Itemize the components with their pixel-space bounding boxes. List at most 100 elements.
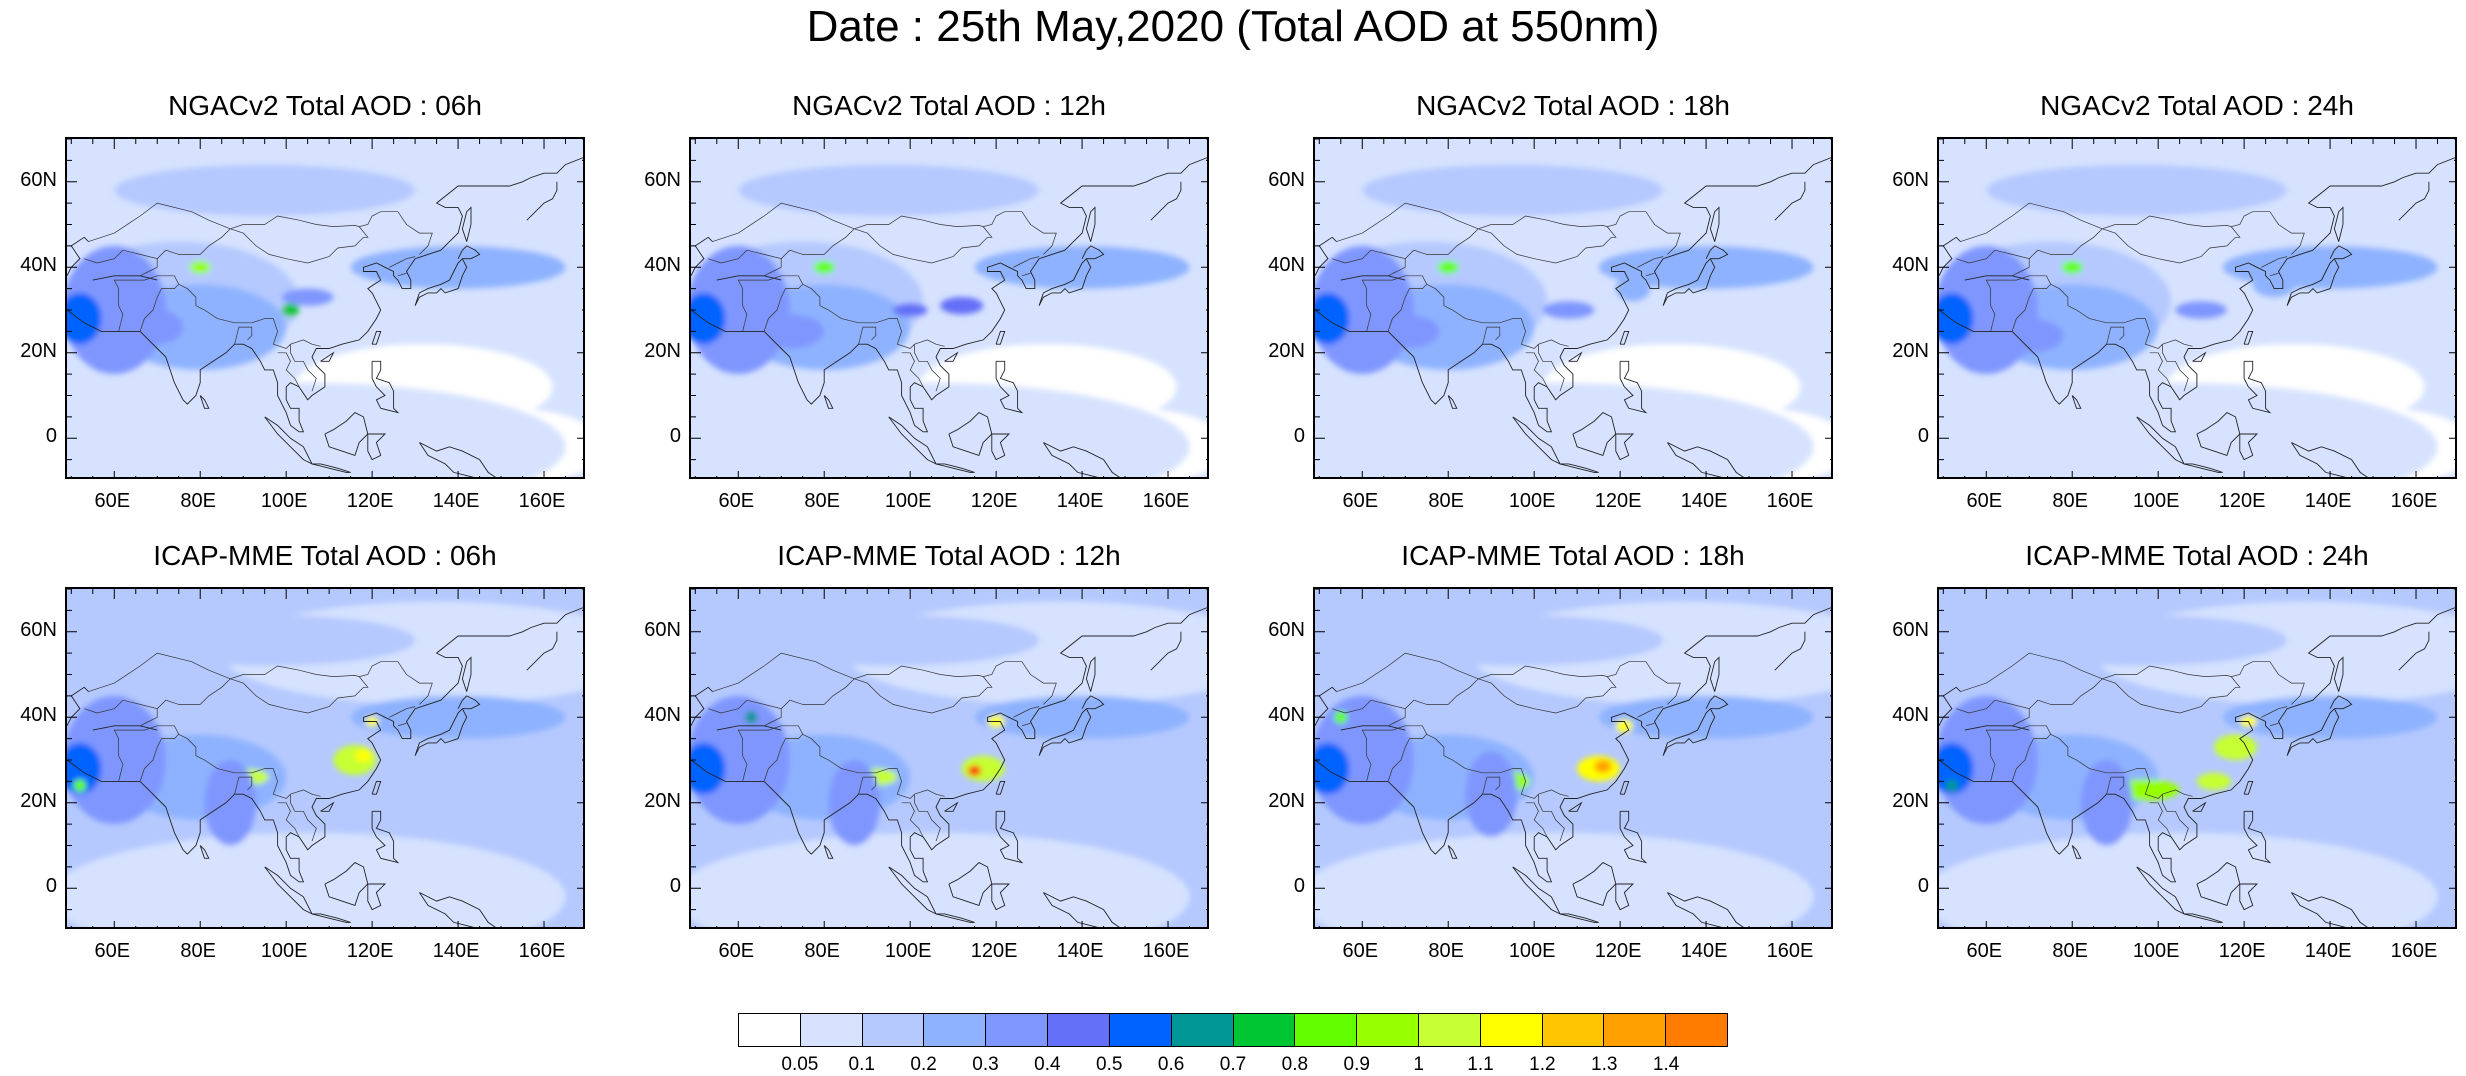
border-segment bbox=[1956, 249, 2030, 277]
aod-patch bbox=[1315, 832, 1814, 927]
aod-patch bbox=[350, 245, 566, 289]
coastline-segment bbox=[371, 780, 382, 795]
border-segment bbox=[1525, 352, 1548, 388]
border-segment bbox=[1013, 706, 1040, 718]
aod-patch bbox=[1939, 695, 2038, 825]
aod-field bbox=[1939, 151, 2455, 477]
coastline-segment bbox=[1085, 656, 1096, 692]
border-segment bbox=[1637, 256, 1664, 268]
aod-patch bbox=[1939, 382, 2438, 477]
coastline-segment bbox=[1081, 695, 1105, 710]
border-segment bbox=[156, 211, 433, 259]
coastline-segment bbox=[2183, 913, 2223, 923]
country-borders bbox=[708, 652, 1057, 842]
y-tick-label: 40N bbox=[1268, 704, 1305, 727]
tick-marks bbox=[67, 139, 583, 477]
border-segment bbox=[2106, 776, 2125, 795]
aod-patch bbox=[893, 303, 928, 317]
map-canvas bbox=[67, 589, 583, 927]
aod-map-ngacv2-06h bbox=[65, 137, 585, 479]
coastline bbox=[67, 607, 583, 927]
coastline-segment bbox=[199, 845, 210, 859]
coastline-segment bbox=[2243, 810, 2272, 864]
coastline-segment bbox=[1615, 433, 1635, 461]
tick-marks bbox=[691, 139, 1207, 477]
coastline-segment bbox=[995, 360, 1024, 414]
y-tick-label: 0 bbox=[1917, 875, 1929, 898]
map-canvas bbox=[691, 139, 1207, 477]
coastline-segment bbox=[2286, 707, 2340, 756]
map-canvas bbox=[1315, 589, 1831, 927]
border-segment bbox=[901, 802, 924, 838]
x-tick-label: 160E bbox=[518, 940, 566, 962]
aod-patch bbox=[828, 760, 881, 846]
border-segment bbox=[858, 326, 877, 345]
coastline-segment bbox=[2333, 206, 2344, 242]
border-segment bbox=[389, 706, 416, 718]
border-segment bbox=[2149, 802, 2172, 838]
aod-patch bbox=[281, 288, 334, 306]
coastline-segment bbox=[691, 607, 1207, 883]
tick-marks bbox=[1315, 589, 1831, 927]
x-tick-label: 140E bbox=[1056, 940, 1104, 962]
map-canvas bbox=[1939, 589, 2455, 927]
coastline-segment bbox=[67, 236, 89, 277]
border-segment bbox=[1404, 661, 1681, 709]
border-segment bbox=[1361, 725, 1428, 782]
border-segment bbox=[2261, 256, 2288, 268]
aod-patch bbox=[1315, 695, 1414, 825]
aod-patch bbox=[2080, 760, 2133, 846]
x-tick-label: 160E bbox=[2390, 490, 2438, 512]
colorbar-label: 1 bbox=[1413, 1054, 1424, 1075]
aod-patch bbox=[813, 260, 835, 274]
coastline-segment bbox=[1939, 157, 2455, 433]
coastline-segment bbox=[995, 810, 1024, 864]
x-tick-label: 140E bbox=[432, 490, 480, 512]
coastline-segment bbox=[2398, 181, 2430, 221]
aod-patch bbox=[1598, 245, 1814, 289]
colorbar-label: 0.3 bbox=[972, 1054, 999, 1075]
coastline-segment bbox=[2329, 695, 2353, 710]
coastline-segment bbox=[1939, 686, 1961, 727]
coastline-segment bbox=[1085, 206, 1096, 242]
coastline-segment bbox=[2286, 257, 2340, 306]
colorbar-label: 1.1 bbox=[1467, 1054, 1494, 1075]
aod-patch bbox=[1939, 832, 2438, 927]
coastline-segment bbox=[716, 275, 782, 281]
border-segment bbox=[780, 661, 1057, 709]
x-tick-label: 80E bbox=[180, 490, 217, 512]
y-tick-label: 20N bbox=[20, 789, 57, 812]
coastline-segment bbox=[1568, 351, 1583, 362]
coastline bbox=[691, 157, 1207, 477]
coastline-segment bbox=[995, 330, 1006, 345]
border-segment bbox=[2269, 722, 2279, 727]
border-segment bbox=[1985, 275, 2052, 332]
aod-patch bbox=[73, 779, 87, 792]
border-segment bbox=[88, 652, 231, 692]
coastline-segment bbox=[716, 725, 782, 731]
coastline-segment bbox=[1340, 725, 1406, 731]
aod-map-icap-mme-18h bbox=[1313, 587, 1833, 929]
border-segment bbox=[2162, 344, 2189, 392]
y-tick-label: 40N bbox=[20, 704, 57, 727]
x-tick-label: 100E bbox=[884, 940, 932, 962]
aod-patch bbox=[354, 749, 373, 763]
border-segment bbox=[156, 661, 433, 709]
coastline-segment bbox=[311, 913, 351, 923]
colorbar-swatch bbox=[1418, 1014, 1481, 1046]
y-tick-label: 0 bbox=[1293, 875, 1305, 898]
colorbar-swatch bbox=[1233, 1014, 1296, 1046]
coastline-segment bbox=[1774, 631, 1806, 671]
coastline-segment bbox=[1662, 257, 1716, 306]
y-tick-label: 60N bbox=[1268, 618, 1305, 641]
aod-patch bbox=[755, 314, 825, 349]
colorbar-swatch bbox=[1480, 1014, 1543, 1046]
aod-patch bbox=[2214, 734, 2257, 760]
border-segment bbox=[1482, 776, 1501, 795]
aod-patch bbox=[114, 614, 416, 666]
x-tick-label: 100E bbox=[260, 490, 308, 512]
aod-patch bbox=[974, 245, 1190, 289]
y-tick-label: 60N bbox=[644, 168, 681, 191]
aod-patch bbox=[2252, 271, 2296, 298]
border-segment bbox=[230, 676, 369, 714]
